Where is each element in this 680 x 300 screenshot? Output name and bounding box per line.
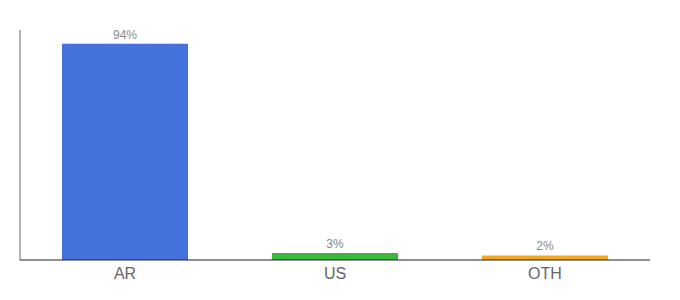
svg-text:US: US [324,265,346,282]
svg-text:2%: 2% [536,239,554,253]
svg-text:3%: 3% [326,237,344,251]
svg-text:OTH: OTH [528,265,562,282]
svg-text:AR: AR [114,265,136,282]
svg-text:94%: 94% [113,28,137,42]
